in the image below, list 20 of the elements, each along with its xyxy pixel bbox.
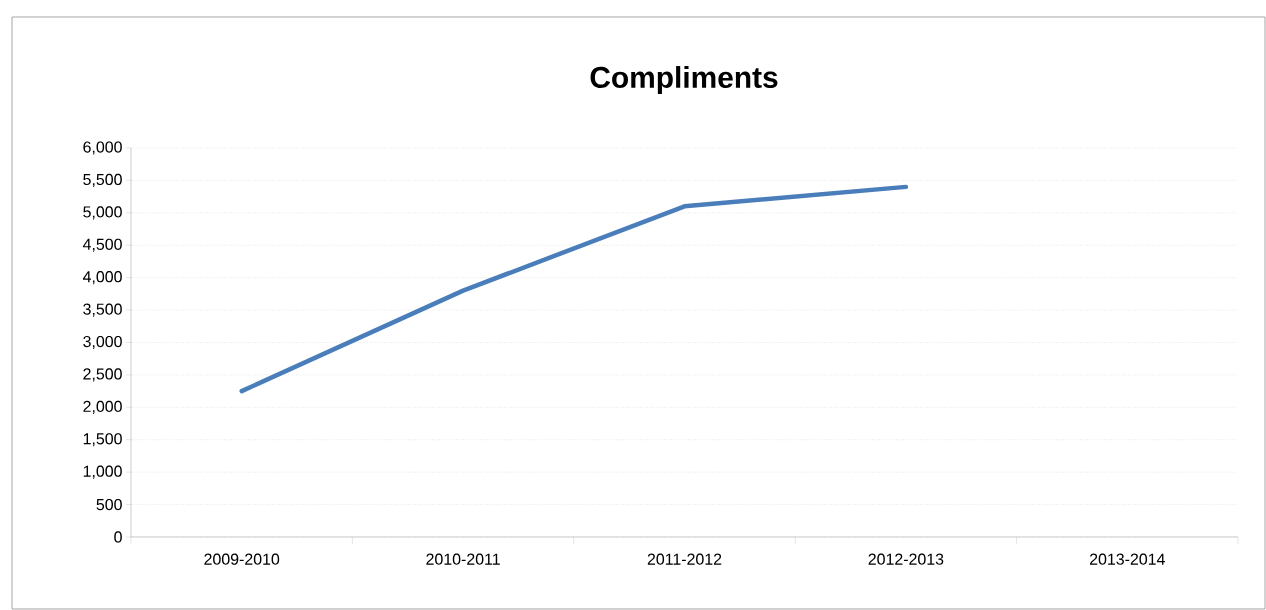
x-tick-label: 2010-2011 [426,553,500,565]
y-tick-label: 6,000 [83,141,122,155]
y-tick-label: 1,000 [83,465,122,479]
chart-title: Compliments [590,66,778,94]
y-tick-label: 500 [96,498,122,511]
y-tick-label: 4,000 [82,271,122,285]
y-tick-label: 1,500 [83,433,122,447]
x-tick-label: 2012-2013 [868,553,944,565]
x-tick-label: 2009-2010 [204,553,280,565]
x-tick-label: 2013-2014 [1089,553,1165,565]
y-tick-label: 3,500 [83,303,122,317]
y-tick-label: 4,500 [82,238,122,252]
y-tick-label: 2,000 [83,400,122,414]
y-tick-label: 0 [114,531,122,543]
line-series [239,184,909,394]
y-tick-label: 3,000 [83,335,122,350]
y-tick-label: 2,500 [83,368,122,382]
y-tick-label: 5,000 [83,206,122,220]
y-tick-label: 5,500 [83,173,122,187]
x-tick-label: 2011-2012 [647,553,722,565]
